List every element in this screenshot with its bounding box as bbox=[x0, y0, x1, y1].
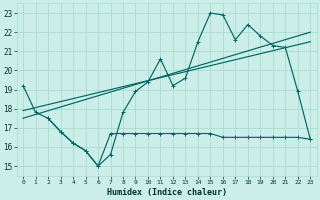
X-axis label: Humidex (Indice chaleur): Humidex (Indice chaleur) bbox=[107, 188, 227, 197]
